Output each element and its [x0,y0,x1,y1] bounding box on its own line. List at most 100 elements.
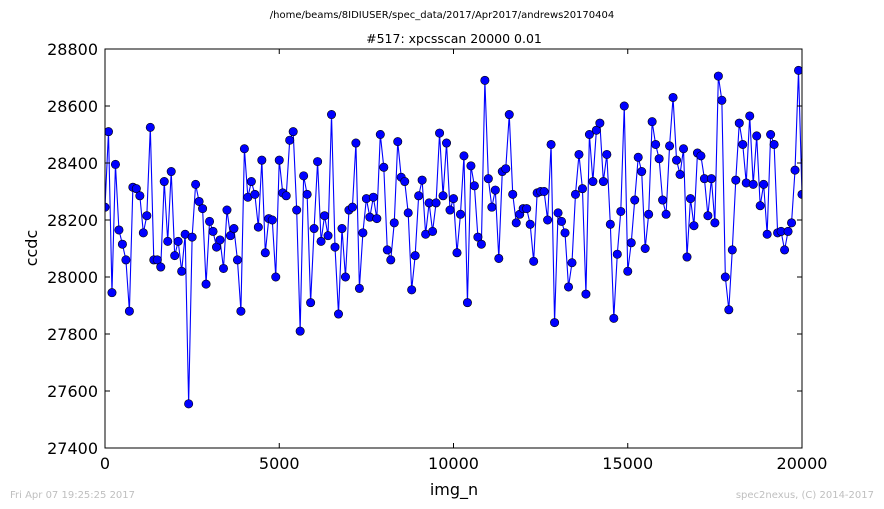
data-point [734,118,744,128]
series-layer [105,65,865,409]
x-tick-label: 15000 [602,454,653,473]
data-point [623,266,633,276]
data-point [368,192,378,202]
data-point [205,216,215,226]
data-point [574,149,584,159]
data-point [850,162,858,170]
y-tick-label: 27800 [47,325,98,344]
data-point [340,272,350,282]
data-point [808,259,816,267]
data-point [389,218,399,228]
data-point [337,224,347,234]
data-point [473,232,483,242]
data-point [553,208,563,218]
data-point [672,155,682,165]
data-point [156,262,166,272]
data-point [748,179,758,189]
data-point [847,149,855,157]
data-point [717,95,727,105]
y-tick-label: 27600 [47,382,98,401]
data-point [117,239,127,249]
data-point [833,222,841,230]
data-point [815,180,823,188]
data-point [612,249,622,259]
data-point [163,236,173,246]
data-point [696,151,706,161]
data-point [829,231,837,239]
data-point [271,272,281,282]
data-point [843,117,851,125]
data-point [152,255,162,265]
data-point [246,177,256,187]
data-point [564,282,574,292]
data-point [630,195,640,205]
data-point [584,130,594,140]
data-point [229,224,239,234]
data-point [522,204,532,214]
data-point [299,171,309,181]
y-tick-label: 28600 [47,97,98,116]
data-point [386,255,396,265]
x-tick-label: 10000 [428,454,479,473]
data-point [400,177,410,187]
data-point [131,184,141,194]
data-point [379,162,389,172]
y-tick-label: 28400 [47,154,98,173]
data-point [431,198,441,208]
data-point [417,175,427,185]
data-point [309,224,319,234]
data-point [581,289,591,299]
chart-title: #517: xpcsscan 20000 0.01 [366,31,542,46]
x-tick-label: 20000 [777,454,828,473]
data-point [665,141,675,151]
data-point [469,181,479,191]
data-point [857,150,865,158]
data-point [403,208,413,218]
data-point [783,226,793,236]
data-point [616,206,626,216]
data-point [755,201,765,211]
data-point [320,211,330,221]
y-tick-label: 28200 [47,211,98,230]
data-point [588,177,598,187]
data-point [759,179,769,189]
data-point [142,211,152,221]
data-point [313,157,323,167]
data-point [236,306,246,316]
data-point [351,138,361,148]
data-point [836,219,844,227]
data-point [274,155,284,165]
data-point [442,138,452,148]
data-point [494,253,504,263]
x-axis-label: img_n [430,480,478,500]
data-point [480,75,490,85]
data-point [173,236,183,246]
data-point [212,242,222,252]
y-tick-label: 28000 [47,268,98,287]
data-point [546,139,556,149]
data-point [720,272,730,282]
data-point [790,165,800,175]
data-point [445,205,455,215]
data-point [285,135,295,145]
data-point [438,191,448,201]
data-point [637,167,647,177]
data-point [633,152,643,162]
data-point [222,205,232,215]
y-tick-label: 28800 [47,40,98,59]
data-point [560,228,570,238]
data-point [769,139,779,149]
data-point [459,151,469,161]
data-point [288,127,298,137]
data-point [253,222,263,232]
data-point [787,218,797,228]
data-point [682,252,692,262]
data-point [675,169,685,179]
data-point [626,238,636,248]
data-point [306,298,316,308]
data-point [428,226,438,236]
data-point [780,245,790,255]
data-point [232,255,242,265]
footer-credit: spec2nexus, (C) 2014-2017 [736,490,874,501]
